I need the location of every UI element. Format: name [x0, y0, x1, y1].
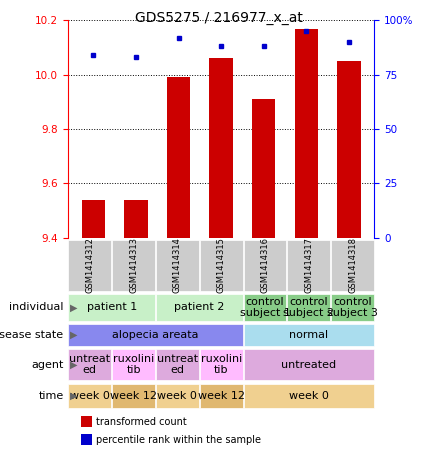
- Text: time: time: [38, 391, 64, 401]
- Text: ▶: ▶: [70, 391, 78, 401]
- Text: transformed count: transformed count: [96, 417, 187, 427]
- Bar: [337, 61, 360, 238]
- FancyBboxPatch shape: [244, 240, 286, 291]
- Text: untreated: untreated: [281, 360, 336, 370]
- FancyBboxPatch shape: [331, 294, 374, 321]
- Text: disease state: disease state: [0, 330, 64, 340]
- Text: ruxolini
tib: ruxolini tib: [113, 354, 154, 375]
- FancyBboxPatch shape: [200, 349, 243, 381]
- Text: control
subject 2: control subject 2: [283, 297, 334, 318]
- FancyBboxPatch shape: [156, 349, 199, 381]
- FancyBboxPatch shape: [68, 240, 111, 291]
- Text: ▶: ▶: [70, 330, 78, 340]
- Bar: [124, 200, 148, 238]
- Text: untreat
ed: untreat ed: [69, 354, 110, 375]
- Text: GDS5275 / 216977_x_at: GDS5275 / 216977_x_at: [135, 11, 303, 25]
- Text: alopecia areata: alopecia areata: [112, 330, 199, 340]
- FancyBboxPatch shape: [200, 240, 243, 291]
- Text: individual: individual: [9, 303, 64, 313]
- Bar: [81, 416, 92, 427]
- Text: GSM1414316: GSM1414316: [261, 237, 269, 293]
- Text: GSM1414318: GSM1414318: [348, 237, 357, 293]
- FancyBboxPatch shape: [244, 294, 286, 321]
- FancyBboxPatch shape: [331, 240, 374, 291]
- FancyBboxPatch shape: [287, 240, 330, 291]
- Text: agent: agent: [31, 360, 64, 370]
- Text: GSM1414312: GSM1414312: [85, 237, 94, 293]
- FancyBboxPatch shape: [156, 294, 243, 321]
- Text: GSM1414314: GSM1414314: [173, 237, 182, 293]
- FancyBboxPatch shape: [68, 349, 111, 381]
- Text: ▶: ▶: [70, 303, 78, 313]
- FancyBboxPatch shape: [112, 384, 155, 408]
- Text: normal: normal: [289, 330, 328, 340]
- FancyBboxPatch shape: [244, 384, 374, 408]
- Text: week 0: week 0: [157, 391, 198, 401]
- Bar: [295, 29, 318, 238]
- FancyBboxPatch shape: [156, 384, 199, 408]
- Text: GSM1414317: GSM1414317: [304, 237, 313, 293]
- Text: GSM1414313: GSM1414313: [129, 237, 138, 293]
- Text: percentile rank within the sample: percentile rank within the sample: [96, 435, 261, 445]
- Text: ruxolini
tib: ruxolini tib: [201, 354, 242, 375]
- FancyBboxPatch shape: [156, 240, 199, 291]
- Text: ▶: ▶: [70, 360, 78, 370]
- Bar: [209, 58, 233, 238]
- FancyBboxPatch shape: [112, 240, 155, 291]
- Text: patient 1: patient 1: [87, 303, 137, 313]
- Text: patient 2: patient 2: [174, 303, 225, 313]
- Text: GSM1414315: GSM1414315: [217, 237, 226, 293]
- Text: control
subject 1: control subject 1: [240, 297, 290, 318]
- Bar: [81, 434, 92, 445]
- Text: week 0: week 0: [289, 391, 329, 401]
- FancyBboxPatch shape: [244, 324, 374, 346]
- Bar: [82, 200, 105, 238]
- Text: week 12: week 12: [110, 391, 157, 401]
- Bar: [167, 77, 191, 238]
- FancyBboxPatch shape: [68, 294, 155, 321]
- FancyBboxPatch shape: [68, 384, 111, 408]
- FancyBboxPatch shape: [244, 349, 374, 381]
- Text: week 12: week 12: [198, 391, 245, 401]
- Text: control
subject 3: control subject 3: [327, 297, 378, 318]
- FancyBboxPatch shape: [200, 384, 243, 408]
- Text: untreat
ed: untreat ed: [157, 354, 198, 375]
- Bar: [252, 99, 276, 238]
- FancyBboxPatch shape: [287, 294, 330, 321]
- Text: week 0: week 0: [70, 391, 110, 401]
- FancyBboxPatch shape: [112, 349, 155, 381]
- FancyBboxPatch shape: [68, 324, 243, 346]
